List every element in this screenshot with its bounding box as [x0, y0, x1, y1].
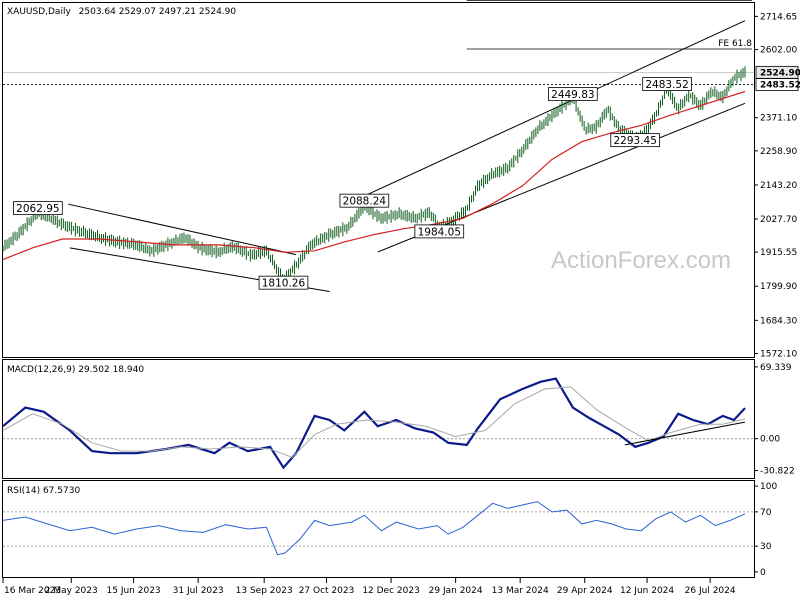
price-annotation-label: 2483.52: [645, 79, 688, 91]
price-annotation-label: 2449.83: [551, 89, 594, 101]
price-annotation: 1984.05: [414, 224, 465, 239]
price-annotation: 1810.26: [258, 275, 309, 290]
y-tick-label: 0: [760, 568, 766, 578]
y-tick-label: 0.00: [760, 435, 780, 445]
y-tick-label: -30.822: [760, 467, 795, 477]
y-tick-label: 2371.10: [760, 114, 797, 124]
price-annotation-box: [642, 77, 692, 91]
x-tick-label: 12 Dec 2023: [362, 586, 420, 596]
price-tag-label: 2483.52: [760, 81, 800, 91]
rsi-title: RSI(14) 67.5730: [7, 486, 80, 496]
price-annotation-label: 2062.95: [16, 203, 59, 215]
x-tick-label: 27 Oct 2023: [299, 586, 355, 596]
y-tick-label: 1915.55: [760, 248, 797, 258]
price-annotation-label: 1810.26: [262, 278, 306, 290]
x-tick-label: 15 Jun 2023: [107, 586, 161, 596]
channel-line: [68, 203, 297, 256]
price-annotation-box: [548, 87, 598, 101]
y-tick-label: 30: [760, 542, 772, 552]
y-tick-label: 1799.90: [760, 282, 797, 292]
y-tick-label: 2143.20: [760, 181, 797, 191]
price-annotation-box: [339, 193, 390, 208]
price-annotation: 2088.24: [339, 193, 390, 208]
price-tag: 2483.52: [755, 78, 800, 91]
panel-frames: [2, 2, 755, 578]
x-tick-label: 13 Sep 2023: [236, 586, 293, 596]
macd-layer: 69.339 0.00 -30.822: [2, 363, 795, 477]
price-tag-label: 2524.90: [760, 68, 800, 78]
x-tick-label: 12 Jun 2024: [620, 586, 674, 596]
price-annotation: 2449.83: [548, 87, 598, 101]
macd-signal-line: [2, 386, 746, 458]
y-tick-label: 1684.30: [760, 316, 797, 326]
macd-title: MACD(12,26,9) 29.502 18.940: [7, 365, 144, 375]
chart-ohlc: 2503.64 2529.07 2497.21 2524.90: [79, 7, 237, 17]
x-tick-label: 29 Apr 2024: [557, 586, 613, 596]
price-tag: 2524.90: [755, 65, 800, 79]
price-annotation: 2483.52: [642, 77, 692, 91]
x-tick-label: 31 Jul 2023: [173, 586, 224, 596]
y-tick-label: 69.339: [760, 363, 792, 373]
price-annotation: 2293.45: [610, 133, 660, 148]
x-tick-label: 2 May 2023: [45, 586, 98, 596]
price-annotation: 2062.95: [13, 201, 63, 216]
y-tick-label: 2714.65: [760, 12, 797, 22]
fib-level-label: FE 61.8: [718, 39, 752, 49]
macd-trendline: [624, 421, 746, 446]
rsi-panel-frame: [2, 480, 755, 578]
chart-symbol: XAUUSD,Daily: [7, 7, 71, 17]
watermark: ActionForex.com: [551, 247, 731, 274]
x-tick-label: 26 Jul 2024: [685, 586, 736, 596]
y-tick-label: 2602.00: [760, 46, 797, 56]
rsi-layer: 100 70 30 0: [2, 482, 777, 578]
y-tick-label: 2258.90: [760, 147, 797, 157]
x-tick-label: 16 Mar 2023: [4, 586, 61, 596]
price-annotation-box: [414, 224, 465, 239]
y-tick-label: 70: [760, 508, 772, 518]
price-annotation-label: 2293.45: [613, 135, 656, 147]
x-tick-label: 13 Mar 2024: [492, 586, 549, 596]
x-tick-label: 29 Jan 2024: [429, 586, 483, 596]
macd-panel-frame: [2, 359, 755, 479]
price-annotation-label: 1984.05: [418, 226, 461, 238]
price-annotation-label: 2088.24: [343, 196, 387, 208]
price-annotation-box: [610, 133, 660, 148]
price-annotation-box: [13, 201, 63, 216]
y-tick-label: 2027.70: [760, 215, 797, 225]
price-header: XAUUSD,Daily 2503.64 2529.07 2497.21 252…: [7, 7, 236, 17]
channel-line: [364, 20, 746, 197]
price-panel-frame: [2, 2, 755, 358]
y-tick-label: 1572.10: [760, 349, 797, 359]
price-layer: 2714.65 2602.00 2371.10 2258.90 2143.20 2027.…: [2, 0, 800, 359]
rsi-line: [2, 501, 746, 556]
moving-average-line: [2, 90, 746, 261]
price-annotation-box: [258, 275, 309, 290]
price-tag-box: [755, 78, 799, 91]
y-tick-label: 100: [760, 482, 777, 492]
fib-level-label: FE 100.0: [713, 0, 753, 1]
